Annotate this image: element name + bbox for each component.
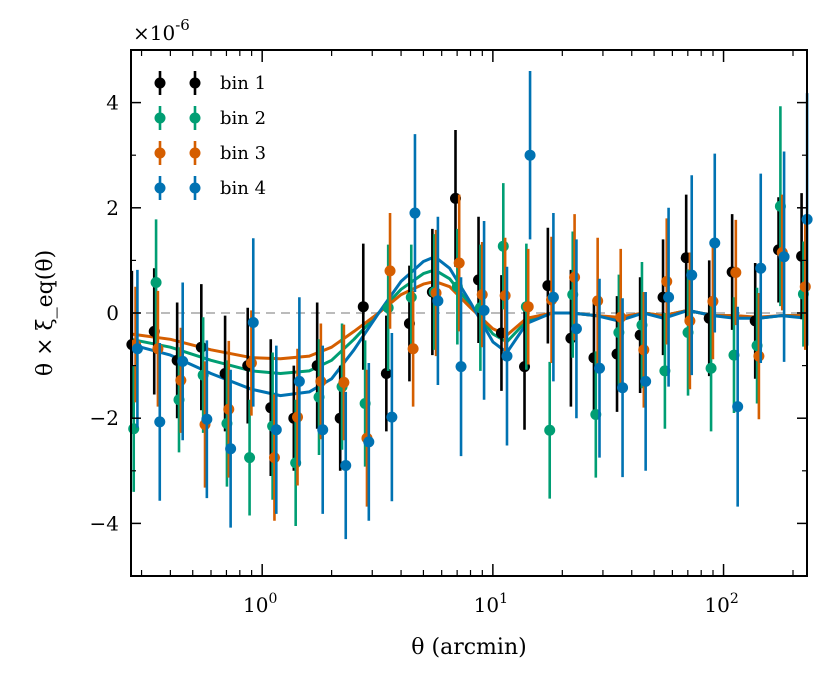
- data-point: [177, 355, 189, 367]
- data-point: [663, 291, 675, 303]
- data-point: [201, 413, 213, 425]
- legend-item-bin-3: bin 3: [154, 141, 266, 165]
- data-point: [592, 295, 604, 307]
- legend-item-bin-2: bin 2: [154, 106, 266, 130]
- data-point: [175, 374, 187, 386]
- data-point: [131, 343, 143, 355]
- data-point: [317, 424, 329, 436]
- data-point: [244, 452, 256, 464]
- data-point: [615, 311, 627, 323]
- data-point: [150, 276, 162, 288]
- data-point: [223, 403, 235, 415]
- data-point: [732, 401, 744, 413]
- data-point: [497, 240, 509, 252]
- data-point: [380, 367, 392, 379]
- data-point: [363, 436, 375, 448]
- data-point: [499, 290, 511, 302]
- legend-marker: [154, 112, 166, 124]
- data-point: [705, 362, 717, 374]
- data-point: [778, 251, 790, 263]
- data-point: [638, 344, 650, 356]
- y-axis-title: θ × ξ_eq(θ): [33, 250, 58, 376]
- data-point: [315, 375, 327, 387]
- data-point: [753, 350, 765, 362]
- data-point: [730, 266, 742, 278]
- data-point: [292, 411, 304, 423]
- x-tick-label: 100: [243, 591, 277, 617]
- data-point: [154, 416, 166, 428]
- data-point: [476, 289, 488, 301]
- legend-marker: [189, 182, 201, 194]
- data-point: [152, 343, 164, 355]
- data-point: [338, 376, 350, 388]
- y-tick-label: −2: [90, 406, 119, 430]
- data-point: [684, 315, 696, 327]
- y-tick-label: 2: [106, 196, 119, 220]
- data-point: [570, 323, 582, 335]
- y-tick-label: 0: [106, 301, 119, 325]
- data-point: [709, 237, 721, 249]
- data-point: [478, 304, 490, 316]
- data-point: [707, 295, 719, 307]
- data-point: [522, 301, 534, 313]
- legend-label: bin 2: [220, 108, 266, 129]
- data-point: [382, 302, 394, 314]
- y-multiplier-label: ×10-6: [133, 16, 190, 45]
- data-point: [384, 265, 396, 277]
- legend-marker: [189, 77, 201, 89]
- data-point: [569, 271, 581, 283]
- legend-label: bin 1: [220, 73, 266, 94]
- data-point: [617, 382, 629, 394]
- data-point: [547, 291, 559, 303]
- data-point: [340, 460, 352, 472]
- x-axis-title: θ (arcmin): [411, 635, 526, 660]
- data-point: [386, 411, 398, 423]
- data-point: [799, 281, 811, 293]
- data-point: [544, 424, 556, 436]
- legend-item-bin-1: bin 1: [154, 71, 266, 95]
- data-point: [432, 295, 444, 307]
- legend-label: bin 4: [220, 178, 266, 199]
- data-point: [357, 301, 369, 313]
- data-point: [661, 275, 673, 287]
- data-point: [686, 269, 698, 281]
- legend-marker: [154, 77, 166, 89]
- legend-label: bin 3: [220, 143, 266, 164]
- y-tick-label: 4: [106, 91, 119, 115]
- x-tick-label: 101: [474, 591, 508, 617]
- data-point: [270, 424, 282, 436]
- legend-marker: [189, 147, 201, 159]
- data-point: [453, 257, 465, 269]
- data-point: [247, 316, 259, 328]
- series-bin-4: [131, 71, 813, 540]
- data-point: [245, 357, 257, 369]
- data-point: [524, 149, 536, 161]
- data-point: [640, 375, 652, 387]
- x-tick-label: 102: [704, 591, 738, 617]
- data-point: [594, 362, 606, 374]
- data-point: [755, 262, 767, 274]
- data-point: [409, 207, 421, 219]
- y-tick-label: −4: [90, 511, 119, 535]
- data-point: [501, 350, 513, 362]
- legend-marker: [189, 112, 201, 124]
- data-point: [268, 452, 280, 464]
- model-curve-4: [130, 255, 808, 398]
- legend-marker: [154, 147, 166, 159]
- data-point: [225, 443, 237, 455]
- data-point: [195, 341, 207, 353]
- legend-marker: [154, 182, 166, 194]
- data-point: [407, 343, 419, 355]
- data-point: [455, 361, 467, 373]
- series-bin-3: [130, 194, 811, 521]
- legend-item-bin-4: bin 4: [154, 176, 266, 200]
- data-point: [405, 291, 417, 303]
- data-point: [293, 375, 305, 387]
